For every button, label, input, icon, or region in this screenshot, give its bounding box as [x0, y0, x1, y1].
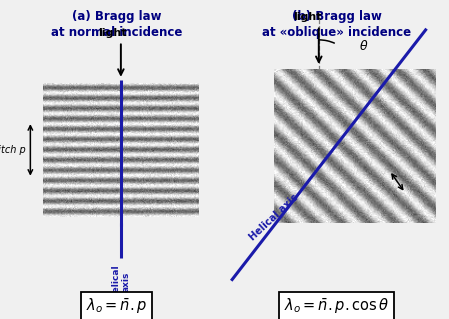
- Text: $\lambda_o =\bar{n}.p$: $\lambda_o =\bar{n}.p$: [86, 297, 147, 316]
- Text: Helical axis: Helical axis: [247, 192, 300, 242]
- Text: Helical
axis: Helical axis: [111, 265, 131, 300]
- Text: light: light: [98, 28, 127, 38]
- Text: light: light: [293, 12, 322, 22]
- Text: (a) Bragg law
at normal incidence: (a) Bragg law at normal incidence: [51, 10, 182, 39]
- Text: $\theta$: $\theta$: [359, 39, 368, 53]
- Text: pitch p: pitch p: [0, 145, 26, 155]
- Text: (b) Bragg law
at «oblique» incidence: (b) Bragg law at «oblique» incidence: [262, 10, 411, 39]
- Text: $\lambda_o =\bar{n}.p.\cos\theta$: $\lambda_o =\bar{n}.p.\cos\theta$: [284, 297, 389, 316]
